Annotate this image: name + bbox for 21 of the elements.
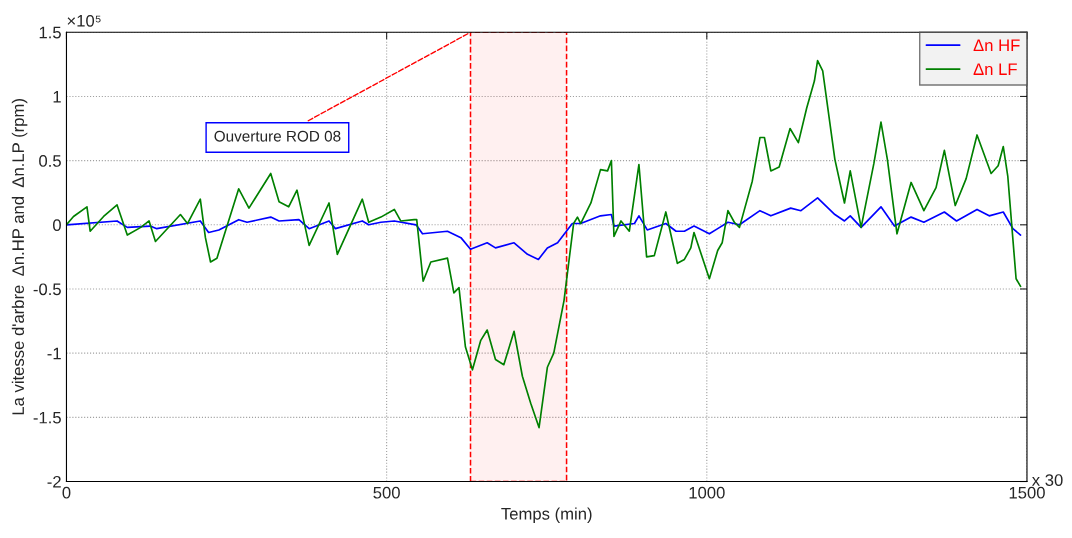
y-tick-label: -1 [47,347,61,360]
line-series [66,59,1022,429]
y-tick-label: 0.5 [39,155,61,167]
y-tick-label: -2 [47,475,61,488]
y-tick-label: -1.5 [33,411,61,424]
text: ×10⁵ [67,14,101,27]
x-axis-title: Temps (min) [501,507,592,523]
y-tick-label: 0 [52,219,61,232]
legend-label: Δn LF [973,63,1017,75]
x-tick-label: 1500 [1009,486,1045,499]
legend-label: Δn HF [973,39,1020,52]
x-tick-label: 0 [62,486,71,499]
y-tick-label: 1 [53,91,61,103]
y-axis-title: La vitesse d'arbre Δn.HP and Δn.LP (rpm) [11,99,28,415]
x-tick-label: 500 [373,486,400,499]
y-tick-label: -0.5 [33,283,61,296]
band-label: Ouverture ROD 08 [214,130,341,142]
line-series [66,197,1022,261]
text: x 30 [1031,474,1063,486]
x-tick-label: 1000 [689,486,725,499]
y-tick-label: 1.5 [39,26,61,39]
